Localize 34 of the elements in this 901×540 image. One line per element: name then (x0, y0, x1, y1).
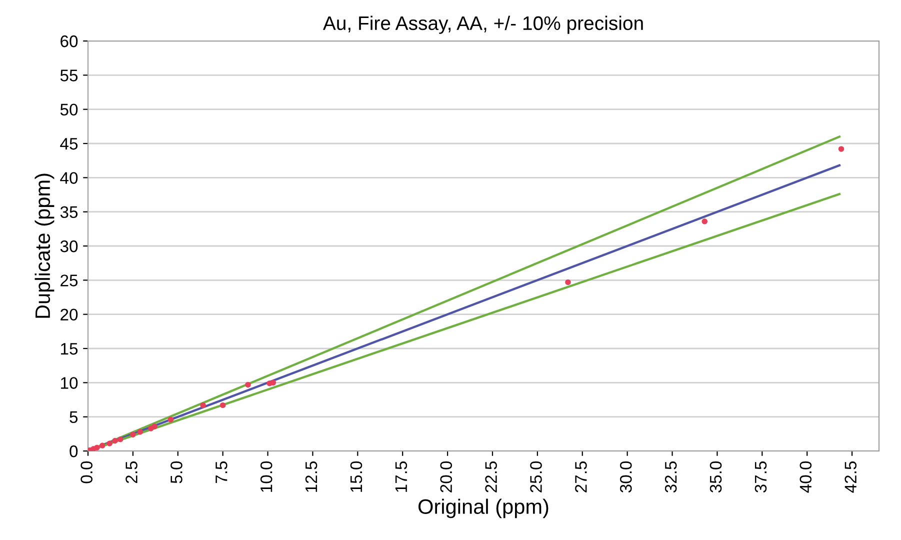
y-tick-label: 5 (70, 411, 78, 424)
x-tick-label: 10.0 (260, 461, 272, 492)
y-axis-title: Duplicate (ppm) (34, 174, 54, 318)
x-tick-label: 0.0 (80, 461, 92, 484)
y-tick-label: 45 (60, 138, 78, 150)
y-tick-label: 50 (60, 104, 78, 116)
x-tick-label: 42.5 (844, 461, 857, 493)
x-tick-label: 32.5 (664, 461, 677, 493)
y-tick-label: 0 (70, 445, 78, 458)
y-tick-label: 30 (60, 240, 78, 252)
x-tick-label: 35.0 (710, 461, 722, 493)
y-tick-label: 40 (60, 172, 78, 184)
y-tick-label: 55 (60, 70, 78, 82)
x-tick-label: 17.5 (395, 461, 408, 492)
y-tick-label: 15 (61, 343, 78, 355)
y-tick-label: 25 (60, 274, 78, 286)
x-tick-label: 27.5 (575, 461, 587, 492)
x-tick-label: 5.0 (170, 461, 182, 484)
x-axis-title: Original (ppm) (418, 498, 548, 518)
x-tick-label: 12.5 (305, 461, 318, 492)
x-tick-label: 30.0 (620, 461, 632, 493)
y-tick-label: 10 (61, 377, 78, 389)
x-tick-label: 7.5 (216, 461, 228, 484)
y-tick-label: 20 (60, 308, 78, 321)
chart-title: Au, Fire Assay, AA, +/- 10% precision (322, 16, 643, 34)
x-tick-label: 2.5 (126, 461, 138, 484)
x-tick-label: 37.5 (754, 461, 767, 493)
y-tick-label: 60 (60, 35, 78, 48)
y-tick-label: 35 (60, 206, 78, 218)
x-tick-label: 20.0 (440, 461, 452, 492)
x-tick-label: 25.0 (530, 461, 542, 492)
x-tick-label: 22.5 (485, 461, 497, 492)
x-tick-label: 40.0 (800, 461, 812, 493)
x-tick-label: 15.0 (350, 461, 362, 492)
